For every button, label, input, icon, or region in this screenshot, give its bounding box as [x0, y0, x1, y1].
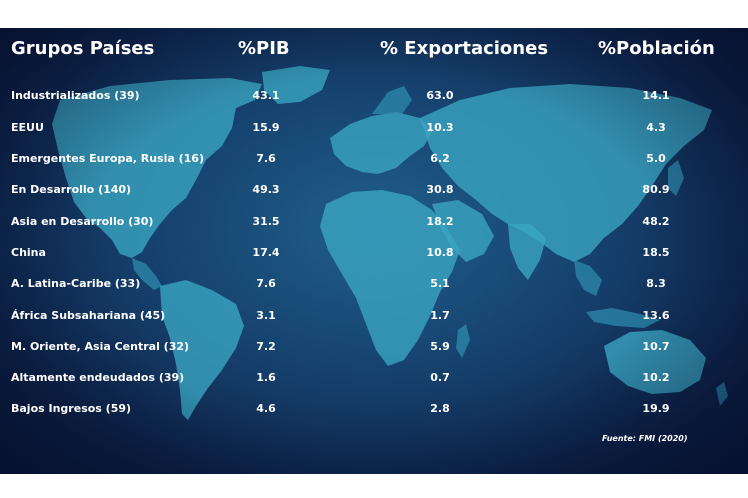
row-label: EEUU — [11, 121, 44, 134]
table-row: Asia en Desarrollo (30) 31.5 18.2 48.2 — [0, 215, 748, 235]
poblacion-value: 19.9 — [642, 402, 670, 415]
table-row: M. Oriente, Asia Central (32) 7.2 5.9 10… — [0, 340, 748, 360]
poblacion-value: 10.7 — [642, 340, 670, 353]
row-label: M. Oriente, Asia Central (32) — [11, 340, 190, 353]
exportaciones-value: 1.7 — [430, 309, 450, 322]
poblacion-value: 10.2 — [642, 371, 670, 384]
row-label: África Subsahariana (45) — [11, 309, 166, 322]
pib-value: 17.4 — [252, 246, 280, 259]
pib-value: 15.9 — [252, 121, 280, 134]
pib-value: 31.5 — [252, 215, 280, 228]
pib-value: 7.6 — [256, 277, 276, 290]
poblacion-value: 8.3 — [646, 277, 666, 290]
table-row: China 17.4 10.8 18.5 — [0, 246, 748, 266]
column-header-poblacion: %Población — [598, 38, 715, 59]
vignette-overlay — [0, 28, 748, 474]
row-label: Emergentes Europa, Rusia (16) — [11, 152, 204, 165]
exportaciones-value: 30.8 — [426, 183, 454, 196]
poblacion-value: 13.6 — [642, 309, 670, 322]
table-row: Industrializados (39) 43.1 63.0 14.1 — [0, 89, 748, 109]
exportaciones-value: 63.0 — [426, 89, 454, 102]
row-label: A. Latina-Caribe (33) — [11, 277, 141, 290]
exportaciones-value: 18.2 — [426, 215, 454, 228]
poblacion-value: 4.3 — [646, 121, 666, 134]
poblacion-value: 80.9 — [642, 183, 670, 196]
pib-value: 43.1 — [252, 89, 280, 102]
row-label: Bajos Ingresos (59) — [11, 402, 132, 415]
exportaciones-value: 5.9 — [430, 340, 450, 353]
poblacion-value: 5.0 — [646, 152, 666, 165]
pib-value: 4.6 — [256, 402, 276, 415]
table-row: África Subsahariana (45) 3.1 1.7 13.6 — [0, 309, 748, 329]
table-row: A. Latina-Caribe (33) 7.6 5.1 8.3 — [0, 277, 748, 297]
exportaciones-value: 6.2 — [430, 152, 450, 165]
exportaciones-value: 0.7 — [430, 371, 450, 384]
source-note: Fuente: FMI (2020) — [602, 434, 688, 443]
infographic-panel: Grupos Países %PIB % Exportaciones %Pobl… — [0, 28, 748, 474]
row-label: China — [11, 246, 46, 259]
exportaciones-value: 10.3 — [426, 121, 454, 134]
column-header-grupos: Grupos Países — [11, 38, 155, 59]
pib-value: 1.6 — [256, 371, 276, 384]
table-row: EEUU 15.9 10.3 4.3 — [0, 121, 748, 141]
table-row: Emergentes Europa, Rusia (16) 7.6 6.2 5.… — [0, 152, 748, 172]
pib-value: 7.2 — [256, 340, 276, 353]
table-row: En Desarrollo (140) 49.3 30.8 80.9 — [0, 183, 748, 203]
poblacion-value: 48.2 — [642, 215, 670, 228]
row-label: Altamente endeudados (39) — [11, 371, 185, 384]
exportaciones-value: 10.8 — [426, 246, 454, 259]
pib-value: 49.3 — [252, 183, 280, 196]
row-label: Industrializados (39) — [11, 89, 140, 102]
column-header-exportaciones: % Exportaciones — [380, 38, 549, 59]
column-header-pib: %PIB — [238, 38, 290, 59]
table-row: Altamente endeudados (39) 1.6 0.7 10.2 — [0, 371, 748, 391]
exportaciones-value: 5.1 — [430, 277, 450, 290]
poblacion-value: 14.1 — [642, 89, 670, 102]
pib-value: 7.6 — [256, 152, 276, 165]
row-label: En Desarrollo (140) — [11, 183, 132, 196]
pib-value: 3.1 — [256, 309, 276, 322]
poblacion-value: 18.5 — [642, 246, 670, 259]
table-row: Bajos Ingresos (59) 4.6 2.8 19.9 — [0, 402, 748, 422]
exportaciones-value: 2.8 — [430, 402, 450, 415]
row-label: Asia en Desarrollo (30) — [11, 215, 154, 228]
